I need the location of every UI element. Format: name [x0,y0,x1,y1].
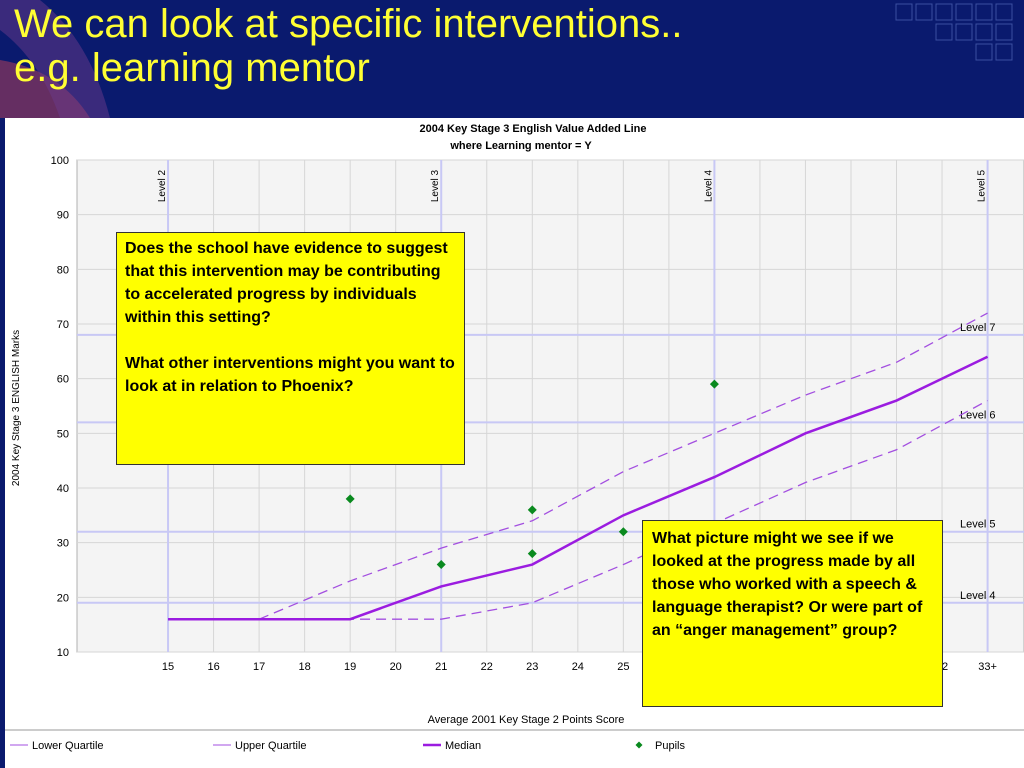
slide-title-line-1: We can look at specific interventions.. [14,2,683,46]
x-tick-label: 24 [572,661,584,673]
x-tick-label: 17 [253,661,265,673]
y-tick-label: 80 [57,264,69,276]
callout-evidence-text: Does the school have evidence to suggest… [125,240,448,326]
y-tick-label: 30 [57,538,69,550]
y-tick-label: 60 [57,374,69,386]
level-label-vertical: Level 2 [157,169,168,202]
pupil-point [345,494,355,504]
pupil-point [527,549,537,559]
pupil-point [618,527,628,537]
pupil-point [436,560,446,570]
level-label-vertical: Level 5 [977,169,988,202]
x-tick-label: 15 [162,661,174,673]
y-tick-label: 20 [57,592,69,604]
level-label-horizontal: Level 6 [960,409,995,421]
x-tick-label: 18 [299,661,311,673]
legend-label: Upper Quartile [235,740,307,752]
x-tick-label: 19 [344,661,356,673]
chart-subtitle: where Learning mentor = Y [449,140,592,152]
x-tick-label: 21 [435,661,447,673]
callout-speech-therapy-question: What picture might we see if we looked a… [642,520,943,707]
series-line-lower-quartile [168,399,988,620]
y-tick-label: 100 [51,155,69,167]
legend-label: Median [445,740,481,752]
series-line-upper-quartile [258,312,988,620]
pupil-point [527,505,537,515]
callout-speech-therapy-text: What picture might we see if we looked a… [652,530,923,639]
y-tick-label: 70 [57,319,69,331]
slide-title: We can look at specific interventions.. … [14,2,682,90]
level-label-horizontal: Level 5 [960,519,995,531]
x-tick-label: 16 [207,661,219,673]
y-tick-label: 10 [57,647,69,659]
chart-title: 2004 Key Stage 3 English Value Added Lin… [419,123,646,135]
x-tick-label: 22 [481,661,493,673]
x-tick-label: 20 [390,661,402,673]
level-label-vertical: Level 4 [703,169,714,202]
y-tick-label: 40 [57,483,69,495]
x-tick-label: 25 [617,661,629,673]
legend: Lower Quartile Upper Quartile Median Pupils [5,729,1024,752]
slide-title-line-2: e.g. learning mentor [14,46,370,90]
x-axis-label: Average 2001 Key Stage 2 Points Score [428,714,625,726]
level-label-horizontal: Level 7 [960,322,995,334]
callout-interventions-text: What other interventions might you want … [125,355,455,395]
pupil-point [709,379,719,389]
y-axis-label: 2004 Key Stage 3 ENGLISH Marks [11,330,22,486]
legend-label: Lower Quartile [32,740,104,752]
x-tick-label: 23 [526,661,538,673]
callout-evidence-question: Does the school have evidence to suggest… [116,232,465,465]
legend-label: Pupils [655,740,685,752]
legend-swatch-pupils [635,741,643,749]
x-tick-label: 33+ [978,661,997,673]
level-label-vertical: Level 3 [430,169,441,202]
series [168,312,989,621]
y-tick-label: 90 [57,210,69,222]
level-label-horizontal: Level 4 [960,590,995,602]
pupil-points [345,379,719,570]
y-tick-label: 50 [57,428,69,440]
series-line-median [168,355,989,621]
